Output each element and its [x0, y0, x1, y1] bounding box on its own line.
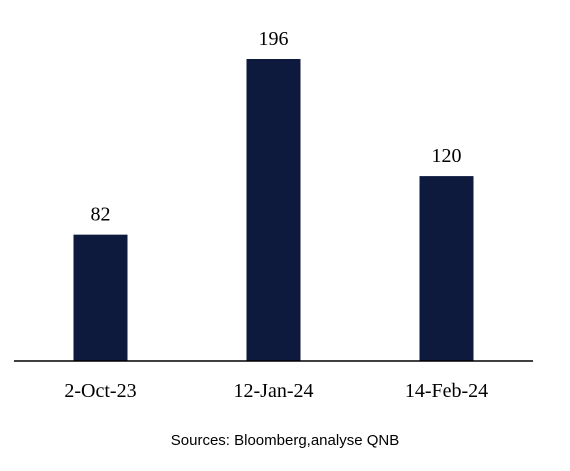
category-label-14-Feb-24: 14-Feb-24	[405, 380, 488, 402]
category-label-2-Oct-23: 2-Oct-23	[64, 380, 136, 402]
category-label-12-Jan-24: 12-Jan-24	[234, 380, 314, 402]
bar-14-Feb-24	[419, 176, 474, 361]
bars-group	[73, 59, 474, 361]
value-labels-group: 82 196 120	[91, 28, 462, 226]
source-note: Sources: Bloomberg,analyse QNB	[170, 432, 400, 449]
value-label-2-Oct-23: 82	[91, 204, 111, 226]
value-label-14-Feb-24: 120	[432, 145, 462, 167]
bar-12-Jan-24	[246, 59, 301, 361]
bar-2-Oct-23	[73, 234, 128, 361]
category-labels-group: 2-Oct-23 12-Jan-24 14-Feb-24	[64, 380, 488, 402]
value-label-12-Jan-24: 196	[259, 28, 289, 50]
